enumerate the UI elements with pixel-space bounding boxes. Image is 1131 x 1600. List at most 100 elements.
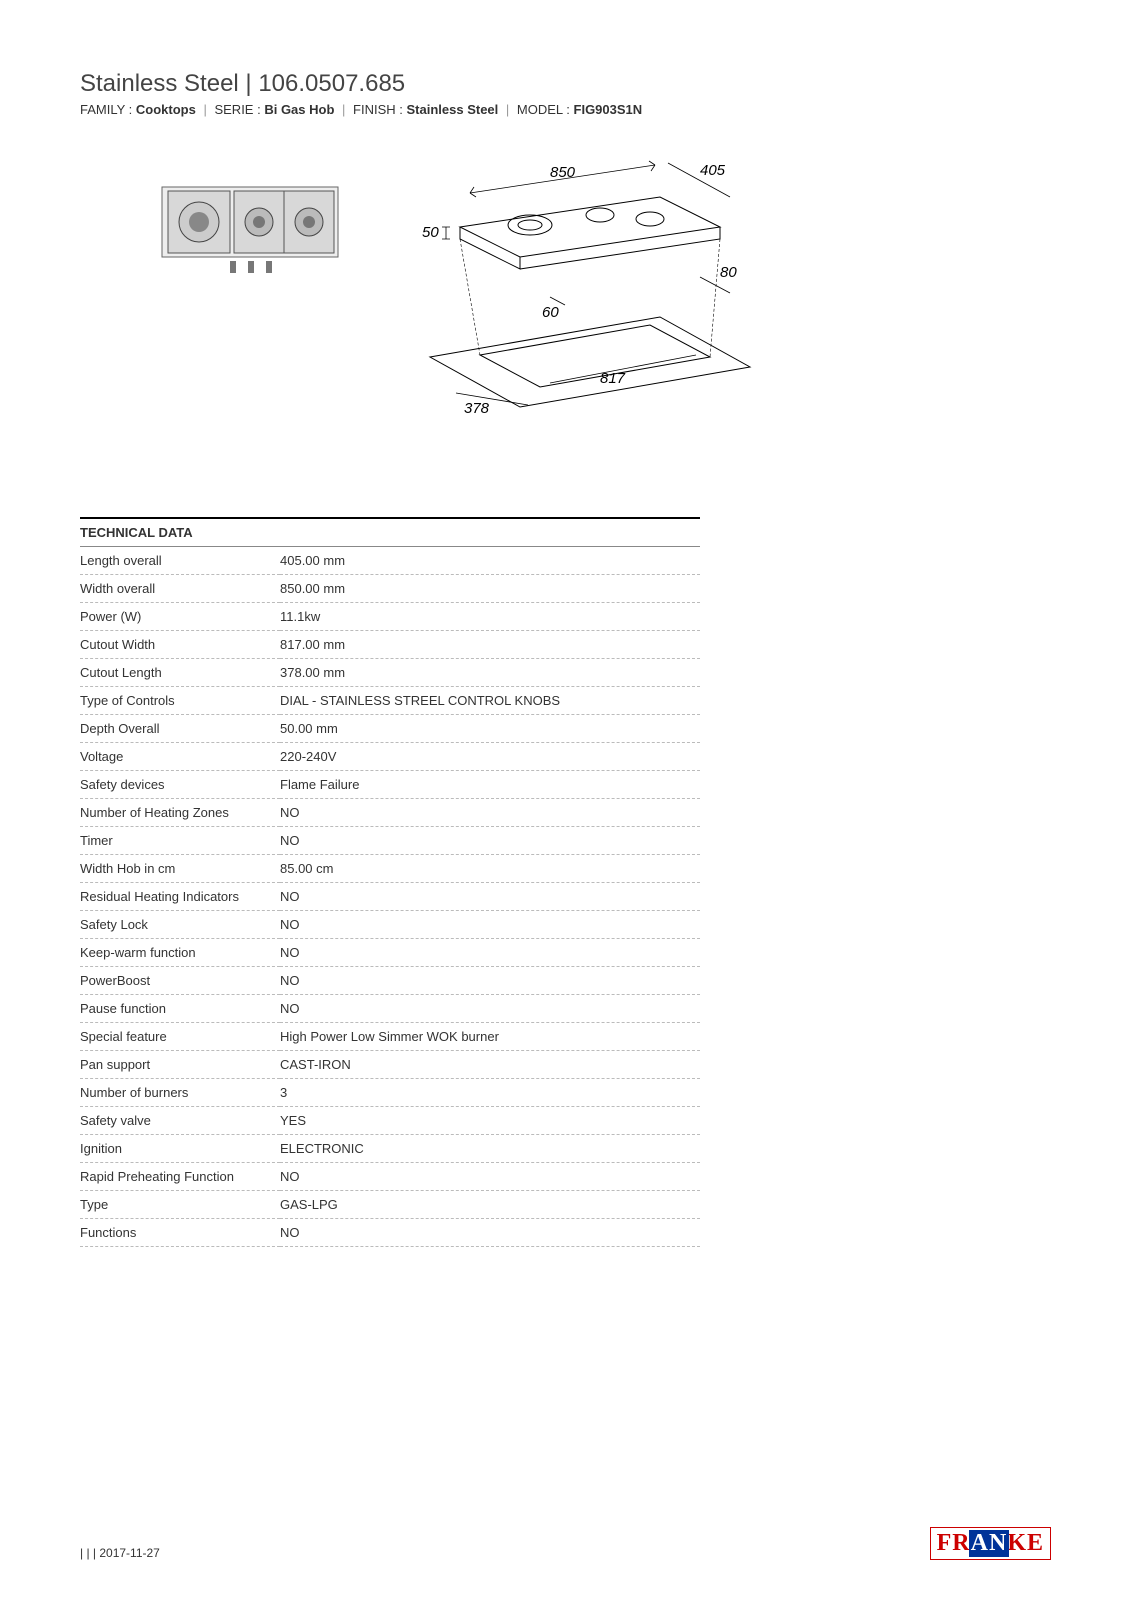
spec-value: CAST-IRON	[280, 1051, 700, 1079]
spec-row: TypeGAS-LPG	[80, 1191, 700, 1219]
finish-label: FINISH :	[353, 102, 406, 117]
spec-value: 3	[280, 1079, 700, 1107]
spec-value: NO	[280, 1163, 700, 1191]
spec-label: Number of burners	[80, 1079, 280, 1107]
spec-value: DIAL - STAINLESS STREEL CONTROL KNOBS	[280, 687, 700, 715]
spec-label: Depth Overall	[80, 715, 280, 743]
spec-row: TimerNO	[80, 827, 700, 855]
spec-row: IgnitionELECTRONIC	[80, 1135, 700, 1163]
spec-row: Safety devicesFlame Failure	[80, 771, 700, 799]
spec-row: Length overall405.00 mm	[80, 547, 700, 575]
spec-label: Special feature	[80, 1023, 280, 1051]
spec-label: Length overall	[80, 547, 280, 575]
spec-row: Number of burners3	[80, 1079, 700, 1107]
spec-row: PowerBoostNO	[80, 967, 700, 995]
dim-850: 850	[550, 164, 576, 181]
spec-label: Number of Heating Zones	[80, 799, 280, 827]
spec-row: Power (W)11.1kw	[80, 603, 700, 631]
spec-row: Cutout Width817.00 mm	[80, 631, 700, 659]
page-title: Stainless Steel | 106.0507.685	[80, 70, 1051, 98]
spec-value: ELECTRONIC	[280, 1135, 700, 1163]
spec-row: Rapid Preheating FunctionNO	[80, 1163, 700, 1191]
spec-value: NO	[280, 911, 700, 939]
spec-value: NO	[280, 995, 700, 1023]
spec-value: NO	[280, 967, 700, 995]
spec-row: Depth Overall50.00 mm	[80, 715, 700, 743]
spec-value: 405.00 mm	[280, 547, 700, 575]
spec-value: 817.00 mm	[280, 631, 700, 659]
spec-row: Residual Heating IndicatorsNO	[80, 883, 700, 911]
section-title: TECHNICAL DATA	[80, 525, 1051, 540]
spec-value: 378.00 mm	[280, 659, 700, 687]
spec-label: Cutout Width	[80, 631, 280, 659]
spec-value: 85.00 cm	[280, 855, 700, 883]
serie-label: SERIE :	[214, 102, 264, 117]
spec-value: GAS-LPG	[280, 1191, 700, 1219]
spec-label: Safety devices	[80, 771, 280, 799]
spec-row: Width Hob in cm85.00 cm	[80, 855, 700, 883]
spec-label: Functions	[80, 1219, 280, 1247]
spec-value: NO	[280, 883, 700, 911]
separator: |	[342, 102, 345, 117]
spec-label: Type of Controls	[80, 687, 280, 715]
spec-row: FunctionsNO	[80, 1219, 700, 1247]
model-value: FIG903S1N	[574, 102, 643, 117]
spec-value: Flame Failure	[280, 771, 700, 799]
spec-value: NO	[280, 1219, 700, 1247]
spec-value: High Power Low Simmer WOK burner	[280, 1023, 700, 1051]
spec-row: Number of Heating ZonesNO	[80, 799, 700, 827]
dimension-diagram: 850 405 50 60 80 817 378	[400, 157, 760, 437]
family-value: Cooktops	[136, 102, 196, 117]
spec-value: 220-240V	[280, 743, 700, 771]
brand-logo: FRANANKE	[930, 1527, 1051, 1560]
dim-50: 50	[422, 224, 439, 241]
dim-80: 80	[720, 264, 737, 281]
spec-label: Safety valve	[80, 1107, 280, 1135]
dim-60: 60	[542, 304, 559, 321]
spec-label: Ignition	[80, 1135, 280, 1163]
spec-label: Residual Heating Indicators	[80, 883, 280, 911]
spec-row: Voltage220-240V	[80, 743, 700, 771]
finish-value: Stainless Steel	[407, 102, 499, 117]
spec-row: Cutout Length378.00 mm	[80, 659, 700, 687]
spec-value: NO	[280, 827, 700, 855]
spec-row: Pan supportCAST-IRON	[80, 1051, 700, 1079]
spec-value: 11.1kw	[280, 603, 700, 631]
spec-row: Safety valveYES	[80, 1107, 700, 1135]
spec-label: Rapid Preheating Function	[80, 1163, 280, 1191]
spec-label: Timer	[80, 827, 280, 855]
family-label: FAMILY :	[80, 102, 136, 117]
serie-value: Bi Gas Hob	[264, 102, 334, 117]
spec-value: NO	[280, 799, 700, 827]
spec-label: Pause function	[80, 995, 280, 1023]
spec-row: Keep-warm functionNO	[80, 939, 700, 967]
images-row: 850 405 50 60 80 817 378	[80, 157, 1051, 437]
spec-label: Width overall	[80, 575, 280, 603]
spec-row: Safety LockNO	[80, 911, 700, 939]
spec-label: Power (W)	[80, 603, 280, 631]
spec-value: YES	[280, 1107, 700, 1135]
section-divider	[80, 517, 700, 519]
spec-label: Type	[80, 1191, 280, 1219]
spec-label: Pan support	[80, 1051, 280, 1079]
spec-label: Safety Lock	[80, 911, 280, 939]
spec-label: Width Hob in cm	[80, 855, 280, 883]
footer: | | | 2017-11-27 FRANANKE	[80, 1527, 1051, 1560]
spec-table: Length overall405.00 mmWidth overall850.…	[80, 546, 700, 1247]
spec-label: Cutout Length	[80, 659, 280, 687]
dim-817: 817	[600, 370, 626, 387]
separator: |	[506, 102, 509, 117]
spec-row: Pause functionNO	[80, 995, 700, 1023]
spec-label: Voltage	[80, 743, 280, 771]
spec-label: Keep-warm function	[80, 939, 280, 967]
separator: |	[203, 102, 206, 117]
spec-value: 850.00 mm	[280, 575, 700, 603]
spec-value: NO	[280, 939, 700, 967]
dim-378: 378	[464, 400, 490, 417]
spec-row: Type of ControlsDIAL - STAINLESS STREEL …	[80, 687, 700, 715]
spec-row: Width overall850.00 mm	[80, 575, 700, 603]
product-image	[160, 157, 340, 297]
spec-value: 50.00 mm	[280, 715, 700, 743]
spec-label: PowerBoost	[80, 967, 280, 995]
header-meta: FAMILY : Cooktops | SERIE : Bi Gas Hob |…	[80, 102, 1051, 117]
